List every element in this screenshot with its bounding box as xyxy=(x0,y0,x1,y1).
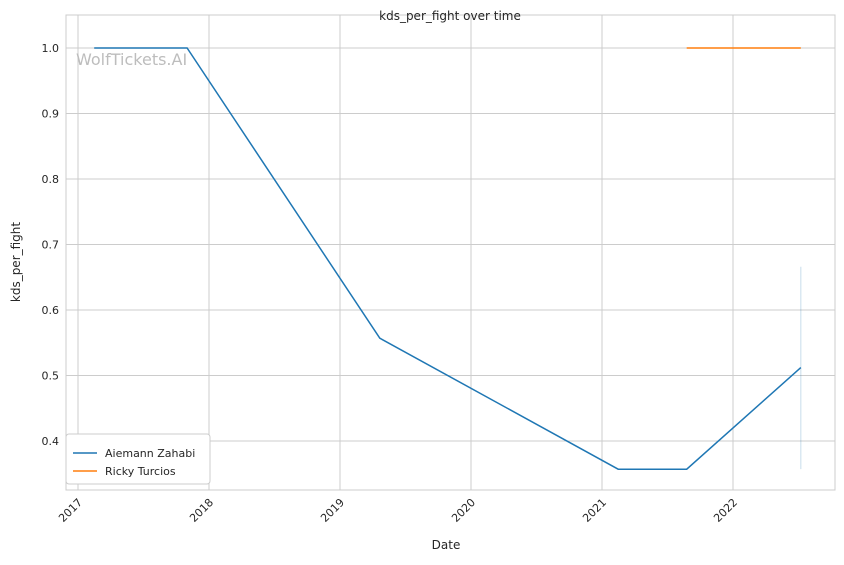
y-tick-label: 1.0 xyxy=(42,42,60,55)
y-tick-label: 0.7 xyxy=(42,239,60,252)
y-tick-label: 0.8 xyxy=(42,173,60,186)
x-tick-label: 2018 xyxy=(187,496,216,525)
x-tick-label: 2017 xyxy=(56,496,85,525)
y-tick-label: 0.6 xyxy=(42,304,60,317)
y-tick-label: 0.4 xyxy=(42,435,60,448)
chart-title: kds_per_fight over time xyxy=(379,9,521,23)
x-tick-label: 2020 xyxy=(449,496,478,525)
legend-label-0: Aiemann Zahabi xyxy=(105,447,195,460)
y-tick-label: 0.9 xyxy=(42,108,60,121)
y-tick-label: 0.5 xyxy=(42,370,60,383)
plot-frame xyxy=(66,15,835,490)
legend-label-1: Ricky Turcios xyxy=(105,465,176,478)
watermark: WolfTickets.AI xyxy=(76,50,187,69)
x-axis-label: Date xyxy=(432,538,461,552)
x-tick-label: 2022 xyxy=(711,496,740,525)
y-axis-label: kds_per_fight xyxy=(9,222,23,303)
series-line-0 xyxy=(94,48,801,469)
x-tick-label: 2021 xyxy=(580,496,609,525)
legend: Aiemann Zahabi Ricky Turcios xyxy=(66,434,210,484)
x-tick-label: 2019 xyxy=(318,496,347,525)
